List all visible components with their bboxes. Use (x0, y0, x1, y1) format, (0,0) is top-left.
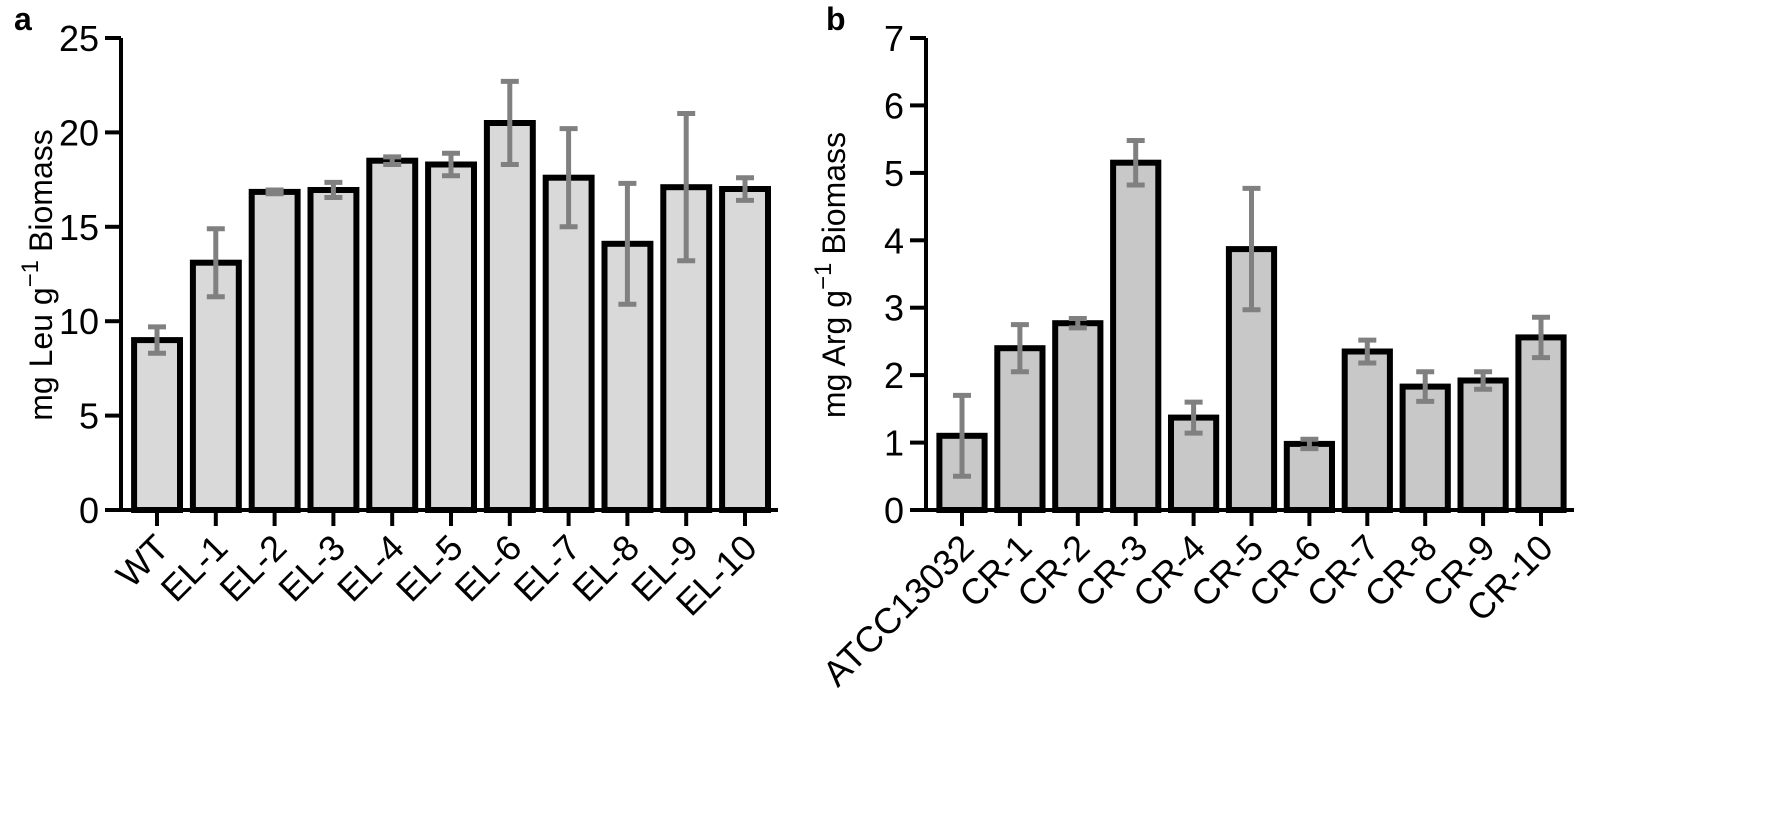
bar-b-4 (1110, 159, 1162, 513)
y-tick-label-a-20: 20 (59, 112, 99, 153)
bar-b-10 (1457, 377, 1509, 513)
bar-a-1 (131, 337, 184, 513)
panel-letter-a: a (14, 1, 32, 37)
error-bar-b-3 (1068, 316, 1087, 331)
x-tick-label-b-1: ATCC13032 (814, 527, 981, 694)
panel-letter-b: b (826, 1, 846, 37)
y-tick-label-a-0: 0 (79, 490, 99, 531)
y-axis-title-b-tail: Biomass (816, 132, 852, 255)
error-bar-a-10 (677, 111, 696, 264)
y-tick-label-b-4: 4 (884, 220, 904, 261)
y-axis-title-b: mg Arg g−1 Biomass (810, 132, 852, 418)
y-axis-title-b-main: mg Arg g (816, 290, 852, 418)
y-tick-label-b-6: 6 (884, 85, 904, 126)
bar-b-7 (1283, 440, 1336, 513)
bar-a-7 (483, 120, 536, 513)
bar-a-11 (719, 186, 771, 513)
bar-a-2 (189, 259, 242, 514)
error-bar-a-7 (500, 78, 519, 167)
y-axis-title-a-main: mg Leu g (23, 287, 59, 420)
error-bar-a-2 (206, 226, 225, 300)
error-bar-a-9 (618, 180, 637, 307)
error-bar-a-3 (265, 187, 284, 197)
bar-b-3 (1052, 320, 1104, 514)
error-bar-b-2 (1010, 322, 1029, 375)
error-bar-b-7 (1300, 436, 1319, 452)
bar-b-8 (1341, 348, 1393, 513)
error-bar-a-6 (442, 150, 460, 179)
bar-a-6 (425, 161, 478, 513)
panel-a: a mg Leu g−1 Biomass WTEL-1EL-2EL-3EL-4EL… (14, 1, 778, 624)
panel-b: b mg Arg g−1Biomass ATCC13032CR-1CR-2CR-… (810, 1, 1574, 694)
y-axis-title-a: mg Leu g−1 Biomass (17, 129, 59, 421)
y-tick-label-b-2: 2 (884, 355, 904, 396)
y-tick-label-b-5: 5 (884, 153, 904, 194)
y-tick-label-a-10: 10 (59, 301, 99, 342)
bar-b-11 (1515, 334, 1567, 513)
bar-b-2 (994, 345, 1046, 514)
bar-a-4 (307, 187, 360, 513)
plot-a: WTEL-1EL-2EL-3EL-4EL-5EL-6EL-7EL-8EL-9EL… (59, 18, 778, 624)
error-bar-a-5 (383, 154, 402, 167)
bar-a-3 (248, 188, 301, 513)
bar-b-9 (1399, 383, 1451, 514)
error-bar-a-1 (148, 324, 166, 356)
y-tick-label-a-15: 15 (59, 207, 99, 248)
error-bar-b-9 (1416, 369, 1435, 404)
bar-a-5 (366, 157, 419, 513)
y-tick-label-b-1: 1 (884, 423, 904, 464)
y-tick-label-b-7: 7 (884, 18, 904, 59)
plot-b: ATCC13032CR-1CR-2CR-3CR-4CR-5CR-6CR-7CR-… (814, 18, 1574, 694)
error-bar-a-4 (324, 179, 343, 200)
error-bar-b-5 (1184, 399, 1203, 436)
error-bar-b-1 (953, 392, 971, 479)
y-axis-title-a-tail: Biomass (23, 129, 59, 252)
error-bar-b-11 (1532, 314, 1550, 361)
bar-a-8 (542, 174, 595, 513)
y-tick-label-a-25: 25 (59, 18, 99, 59)
y-tick-label-b-0: 0 (884, 490, 904, 531)
y-axis-title-a-sup: −1 (17, 260, 44, 287)
error-bar-a-11 (736, 175, 754, 203)
y-axis-title-b-sup: −1 (810, 263, 837, 290)
error-bar-b-8 (1358, 337, 1377, 366)
y-tick-label-b-3: 3 (884, 288, 904, 329)
y-tick-label-a-5: 5 (79, 396, 99, 437)
error-bar-b-10 (1474, 369, 1493, 392)
error-bar-a-8 (559, 126, 578, 230)
error-bar-b-6 (1242, 185, 1261, 313)
error-bar-b-4 (1126, 138, 1145, 188)
